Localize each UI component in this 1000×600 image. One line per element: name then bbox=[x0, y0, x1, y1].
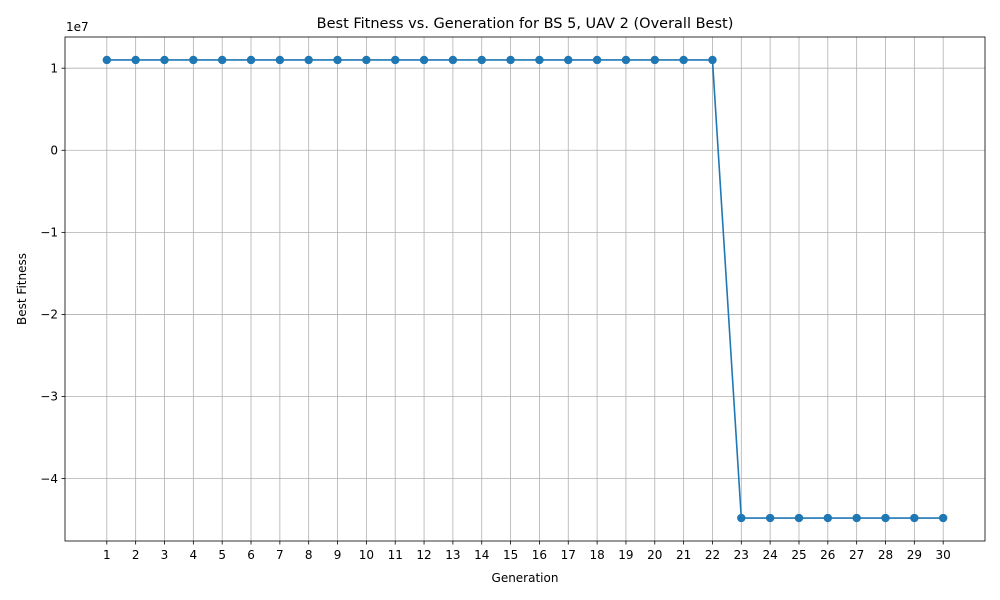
y-tick-label: −1 bbox=[40, 226, 58, 240]
data-point bbox=[102, 55, 112, 65]
data-point bbox=[477, 55, 486, 65]
data-point bbox=[391, 55, 400, 65]
x-tick-label: 2 bbox=[132, 548, 140, 562]
data-points bbox=[102, 55, 948, 523]
y-axis-label: Best Fitness bbox=[15, 253, 29, 325]
data-point bbox=[189, 55, 198, 65]
data-point bbox=[592, 55, 602, 65]
x-tick-label: 5 bbox=[218, 548, 226, 562]
data-point bbox=[304, 55, 313, 65]
data-point bbox=[938, 513, 948, 523]
data-point bbox=[448, 55, 458, 65]
data-point bbox=[737, 513, 746, 523]
x-tick-label: 25 bbox=[791, 548, 806, 562]
x-axis-ticks: 1 2 3 4 5 6 7 8 9 10 11 12 13 14 15 16 17 18 19 20 21 22 23 24 2… bbox=[103, 541, 951, 562]
data-point bbox=[679, 55, 688, 65]
x-tick-label: 27 bbox=[849, 548, 864, 562]
x-tick-label: 18 bbox=[589, 548, 604, 562]
x-tick-label: 20 bbox=[647, 548, 662, 562]
x-tick-label: 28 bbox=[878, 548, 893, 562]
data-point bbox=[217, 55, 227, 65]
x-tick-label: 12 bbox=[416, 548, 431, 562]
x-tick-label: 13 bbox=[445, 548, 460, 562]
x-tick-label: 21 bbox=[676, 548, 691, 562]
plot-frame bbox=[64, 36, 986, 542]
x-tick-label: 24 bbox=[763, 548, 778, 562]
data-point bbox=[333, 55, 342, 65]
x-tick-label: 30 bbox=[936, 548, 951, 562]
x-tick-label: 23 bbox=[734, 548, 749, 562]
chart-title: Best Fitness vs. Generation for BS 5, UA… bbox=[317, 16, 734, 32]
x-tick-label: 11 bbox=[388, 548, 403, 562]
y-axis-ticks: 1 0 −1 −2 −3 −4 bbox=[40, 61, 65, 486]
data-point bbox=[650, 55, 659, 65]
x-tick-label: 19 bbox=[618, 548, 633, 562]
data-point bbox=[275, 55, 285, 65]
data-point bbox=[881, 513, 890, 523]
data-point bbox=[708, 55, 717, 65]
x-tick-label: 26 bbox=[820, 548, 835, 562]
x-tick-label: 17 bbox=[561, 548, 576, 562]
x-tick-label: 7 bbox=[276, 548, 284, 562]
y-tick-label: −4 bbox=[40, 472, 58, 486]
x-tick-label: 15 bbox=[503, 548, 518, 562]
series-line-layer bbox=[106, 59, 944, 519]
data-point bbox=[246, 55, 256, 65]
data-point bbox=[765, 513, 775, 523]
x-tick-label: 10 bbox=[359, 548, 374, 562]
series-line bbox=[106, 59, 944, 519]
data-point bbox=[506, 55, 515, 65]
data-point bbox=[823, 513, 833, 523]
data-point bbox=[535, 55, 544, 65]
data-point bbox=[910, 513, 919, 523]
data-point bbox=[794, 513, 804, 523]
x-tick-label: 9 bbox=[334, 548, 342, 562]
data-point bbox=[564, 55, 573, 65]
x-tick-label: 8 bbox=[305, 548, 313, 562]
y-tick-label: 1 bbox=[50, 61, 58, 75]
data-point bbox=[621, 55, 631, 65]
x-tick-label: 4 bbox=[190, 548, 198, 562]
x-tick-label: 16 bbox=[532, 548, 547, 562]
data-point bbox=[852, 513, 861, 523]
y-tick-label: −2 bbox=[40, 308, 58, 322]
x-tick-label: 1 bbox=[103, 548, 111, 562]
data-point bbox=[362, 55, 371, 65]
data-point bbox=[419, 55, 429, 65]
y-tick-label: 0 bbox=[50, 143, 58, 157]
x-tick-label: 22 bbox=[705, 548, 720, 562]
x-tick-label: 6 bbox=[247, 548, 255, 562]
x-tick-label: 3 bbox=[161, 548, 169, 562]
x-tick-label: 29 bbox=[907, 548, 922, 562]
x-axis-label: Generation bbox=[492, 571, 559, 585]
x-tick-label: 14 bbox=[474, 548, 489, 562]
grid bbox=[65, 37, 985, 541]
y-axis-offset-text: 1e7 bbox=[66, 20, 89, 34]
y-tick-label: −3 bbox=[40, 390, 58, 404]
data-point bbox=[160, 55, 169, 65]
data-point bbox=[131, 55, 140, 65]
